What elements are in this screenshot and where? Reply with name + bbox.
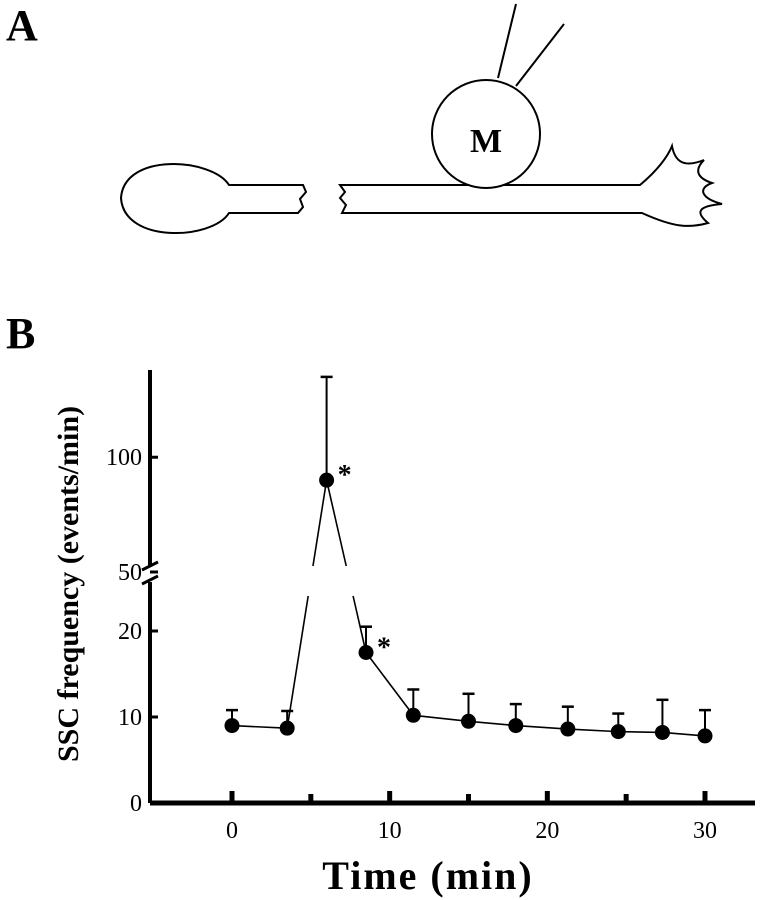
x-tick-label-20: 20 bbox=[535, 818, 559, 844]
data-point-10 bbox=[697, 728, 713, 744]
y-tick-label-50: 50 bbox=[118, 560, 142, 586]
data-point-2 bbox=[319, 472, 335, 488]
connector-6 bbox=[515, 724, 568, 730]
connector-5 bbox=[468, 720, 516, 727]
electrode-line-right bbox=[515, 23, 565, 87]
m-cell-body bbox=[431, 79, 541, 189]
data-point-3 bbox=[358, 645, 374, 660]
cell-diagram bbox=[119, 3, 723, 235]
data-point-9 bbox=[654, 724, 670, 740]
y-axis-break-mark-lower bbox=[141, 574, 159, 586]
y-tick-label-100: 100 bbox=[106, 445, 142, 471]
annotations: ** bbox=[338, 460, 391, 663]
error-bars bbox=[226, 375, 711, 736]
data-point-8 bbox=[610, 724, 626, 740]
x-tick-label-30: 30 bbox=[693, 818, 717, 844]
connector-2-lower bbox=[352, 595, 367, 653]
connector-1-upper bbox=[312, 480, 328, 567]
significance-marker-1: * bbox=[377, 633, 391, 664]
x-axis-title: Time (min) bbox=[322, 853, 533, 898]
y-axis-title: SSC frequency (events/min) bbox=[52, 406, 85, 762]
connector-0 bbox=[231, 724, 288, 729]
connector-2-upper bbox=[325, 480, 348, 567]
connector-1-lower bbox=[286, 595, 309, 729]
y-tick-label-10: 10 bbox=[118, 705, 142, 731]
panel-b-label: B bbox=[6, 309, 35, 358]
x-tick-label-10: 10 bbox=[378, 818, 402, 844]
data-point-1 bbox=[279, 720, 295, 736]
panel-a-label: A bbox=[6, 1, 38, 50]
connector-4 bbox=[413, 714, 469, 723]
data-point-6 bbox=[508, 718, 524, 734]
connector-7 bbox=[567, 728, 619, 733]
data-point-7 bbox=[560, 721, 576, 737]
cut-axon-stump bbox=[119, 163, 308, 235]
y-tick-label-0: 0 bbox=[130, 791, 142, 817]
data-point-4 bbox=[405, 707, 421, 723]
axon-with-growth-cone bbox=[338, 142, 723, 227]
significance-marker-0: * bbox=[338, 460, 352, 491]
x-tick-label-0: 0 bbox=[226, 818, 238, 844]
y-tick-label-20: 20 bbox=[118, 619, 142, 645]
m-cell-label: M bbox=[470, 123, 502, 160]
series-connectors bbox=[231, 480, 706, 737]
connector-3 bbox=[365, 652, 414, 716]
y-axis-break-mark-upper bbox=[141, 560, 159, 572]
data-point-0 bbox=[224, 718, 240, 734]
electrode-line-left bbox=[497, 3, 517, 79]
data-points bbox=[224, 472, 713, 744]
data-point-5 bbox=[461, 713, 476, 729]
chart-axes bbox=[141, 370, 755, 806]
tick-labels: 0 10 20 30 0 10 20 50 100 bbox=[106, 445, 717, 844]
